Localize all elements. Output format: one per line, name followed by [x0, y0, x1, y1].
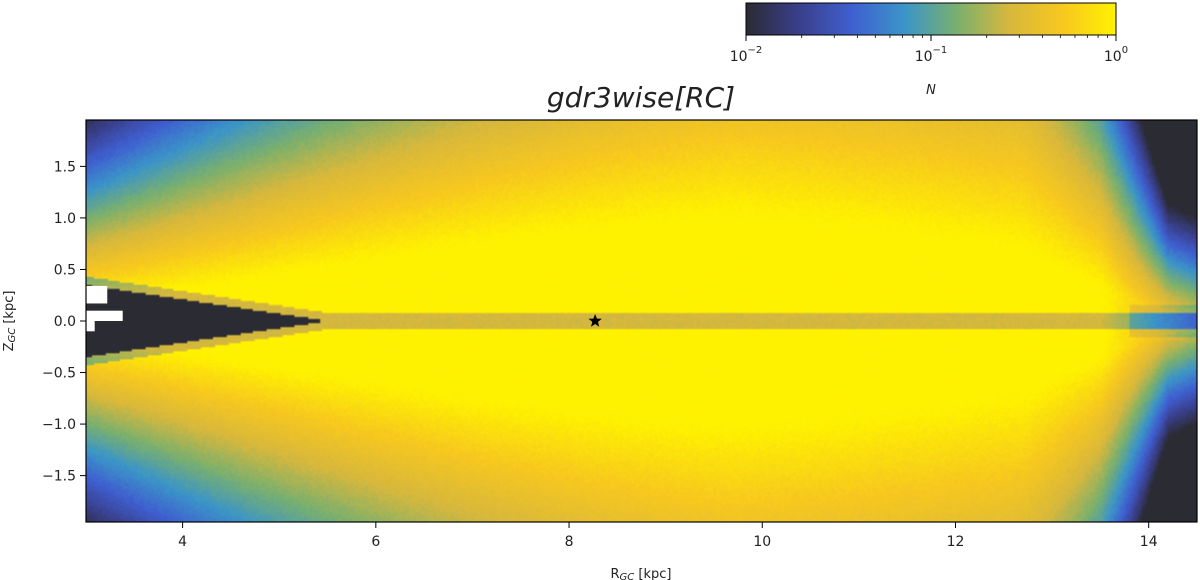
x-tick-label: 4	[178, 534, 187, 550]
colorbar-gradient	[745, 2, 1117, 36]
y-tick-label: −0.5	[42, 366, 76, 382]
y-axis-label: ZGC [kpc]	[2, 291, 18, 352]
y-tick-label: −1.5	[42, 469, 76, 485]
y-tick-label: 1.0	[54, 211, 76, 227]
plot-area	[85, 119, 1198, 523]
colorbar-label: N	[926, 83, 936, 98]
colorbar-tick-label: 10−2	[730, 45, 763, 65]
colorbar-ticks: 10−2 10−1 100	[730, 35, 1128, 65]
x-tick-label: 12	[947, 534, 965, 550]
y-axis-label-unit: [kpc]	[2, 291, 17, 328]
sun-marker	[588, 314, 602, 327]
x-axis-label-unit: [kpc]	[634, 567, 671, 580]
y-axis: −1.5 −1.0 −0.5 0.0 0.5 1.0 1.5	[42, 159, 86, 485]
colorbar-tick-label: 100	[1104, 45, 1128, 65]
chart-title: gdr3wise[RC]	[547, 81, 735, 114]
colorbar-tick-label: 10−1	[915, 45, 948, 65]
y-axis-label-main: Z	[2, 342, 17, 351]
colorbar: 10−2 10−1 100 N	[730, 2, 1128, 98]
annotations	[588, 314, 602, 327]
x-tick-label: 8	[565, 534, 574, 550]
empty-bin	[86, 317, 95, 332]
density-heatmap	[86, 120, 1197, 522]
empty-bin	[86, 310, 123, 321]
x-axis: 4 6 8 10 12 14	[178, 522, 1158, 550]
x-tick-label: 14	[1140, 534, 1158, 550]
x-axis-label-main: R	[611, 567, 620, 580]
y-tick-label: 0.0	[54, 314, 76, 330]
empty-bins	[86, 285, 123, 332]
x-tick-label: 10	[753, 534, 771, 550]
y-axis-label-sub: GC	[7, 328, 18, 343]
y-tick-label: 0.5	[54, 262, 76, 278]
y-tick-label: −1.0	[42, 417, 76, 433]
x-axis-label: RGC [kpc]	[611, 567, 672, 580]
empty-bin	[86, 285, 108, 304]
x-axis-label-sub: GC	[620, 572, 635, 580]
x-tick-label: 6	[371, 534, 380, 550]
y-tick-label: 1.5	[54, 159, 76, 175]
